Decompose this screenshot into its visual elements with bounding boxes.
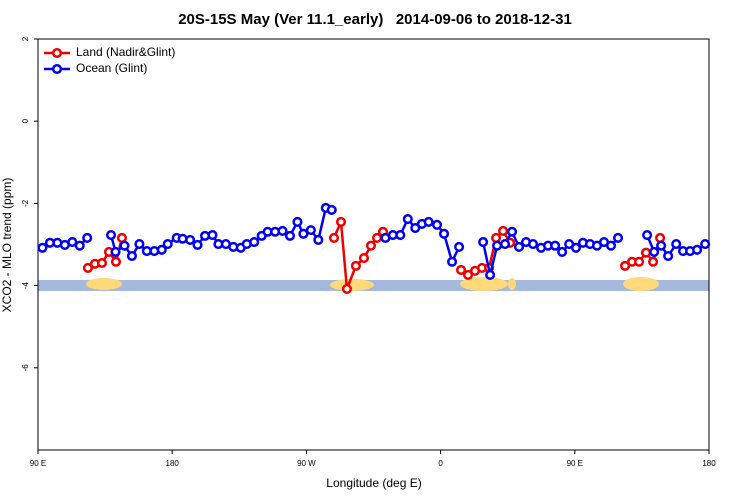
data-point bbox=[328, 232, 340, 243]
data-point bbox=[126, 250, 137, 262]
data-point bbox=[341, 283, 353, 294]
data-point bbox=[249, 236, 260, 248]
data-point bbox=[642, 229, 653, 241]
data-point bbox=[700, 239, 711, 250]
y-tick-label: -6 bbox=[21, 364, 30, 372]
data-point bbox=[277, 225, 288, 236]
data-point bbox=[491, 232, 502, 243]
surface-band bbox=[38, 277, 709, 291]
x-tick-label: 90 E bbox=[567, 459, 583, 468]
data-point bbox=[506, 226, 518, 237]
data-point bbox=[492, 240, 503, 251]
x-tick-label: 180 bbox=[166, 459, 180, 468]
data-point bbox=[671, 239, 682, 250]
data-point bbox=[499, 239, 511, 250]
legend-label: Land (Nadir&Glint) bbox=[76, 45, 175, 59]
x-axis-label: Longitude (deg E) bbox=[326, 476, 421, 490]
x-tick-label: 90 W bbox=[297, 459, 316, 468]
data-point bbox=[648, 256, 659, 267]
data-point bbox=[162, 239, 173, 250]
data-point bbox=[462, 269, 474, 280]
data-point bbox=[365, 240, 377, 251]
x-tick-label: 90 E bbox=[30, 459, 46, 468]
data-point bbox=[74, 240, 85, 251]
data-point bbox=[513, 241, 525, 253]
legend-label: Ocean (Glint) bbox=[76, 61, 147, 75]
land-patch bbox=[508, 278, 516, 290]
data-point bbox=[326, 204, 337, 216]
data-point bbox=[692, 244, 703, 255]
data-point bbox=[402, 213, 413, 225]
data-point bbox=[37, 242, 48, 253]
data-point bbox=[134, 239, 145, 250]
data-point bbox=[649, 246, 660, 257]
data-point bbox=[116, 232, 127, 243]
data-point bbox=[313, 234, 324, 246]
data-point bbox=[612, 232, 624, 243]
data-point bbox=[656, 240, 667, 251]
data-point bbox=[438, 228, 450, 239]
y-tick-label: 2 bbox=[21, 36, 30, 41]
chart-title: 20S-15S May (Ver 11.1_early) 2014-09-06 … bbox=[178, 11, 572, 28]
data-point bbox=[284, 230, 296, 241]
data-point bbox=[641, 247, 652, 258]
series-line bbox=[87, 221, 662, 290]
data-point bbox=[96, 257, 108, 269]
y-tick-label: -4 bbox=[21, 281, 30, 289]
data-point bbox=[663, 250, 674, 262]
data-point bbox=[156, 244, 167, 255]
data-point bbox=[455, 264, 467, 276]
data-point bbox=[358, 253, 370, 264]
data-point bbox=[454, 241, 465, 253]
data-point bbox=[350, 260, 361, 271]
data-point bbox=[498, 225, 509, 236]
data-point bbox=[67, 236, 78, 248]
data-point bbox=[298, 228, 309, 239]
data-point bbox=[527, 239, 539, 250]
data-point bbox=[605, 240, 617, 251]
data-point bbox=[478, 236, 489, 248]
data-point bbox=[395, 229, 406, 241]
legend-marker bbox=[51, 63, 63, 75]
data-point bbox=[82, 262, 94, 273]
land-patch bbox=[86, 278, 122, 290]
data-point bbox=[110, 256, 122, 267]
y-tick-label: -2 bbox=[21, 199, 30, 207]
data-point bbox=[570, 242, 582, 253]
data-point bbox=[557, 246, 568, 257]
data-point bbox=[106, 229, 117, 241]
data-point bbox=[431, 219, 443, 230]
land-patch bbox=[330, 279, 374, 291]
land-patch bbox=[460, 277, 508, 291]
data-point bbox=[335, 216, 347, 227]
y-axis-label: XCO2 - MLO trend (ppm) bbox=[0, 178, 14, 313]
data-point bbox=[423, 216, 434, 227]
data-point bbox=[550, 240, 561, 251]
x-tick-label: 180 bbox=[702, 459, 716, 468]
data-point bbox=[620, 260, 631, 271]
data-point bbox=[447, 256, 458, 267]
data-point bbox=[185, 234, 196, 246]
legend-marker bbox=[51, 47, 63, 59]
y-tick-label: 0 bbox=[21, 118, 30, 123]
data-point bbox=[655, 232, 666, 243]
x-tick-label: 0 bbox=[438, 459, 443, 468]
data-point bbox=[119, 240, 130, 251]
data-point bbox=[207, 229, 218, 241]
data-point bbox=[82, 232, 93, 243]
data-point bbox=[305, 225, 316, 236]
data-point bbox=[292, 216, 303, 227]
data-point bbox=[634, 256, 645, 267]
data-point bbox=[192, 239, 203, 250]
data-point bbox=[110, 246, 121, 257]
land-patch bbox=[623, 277, 659, 291]
data-point bbox=[485, 269, 496, 280]
